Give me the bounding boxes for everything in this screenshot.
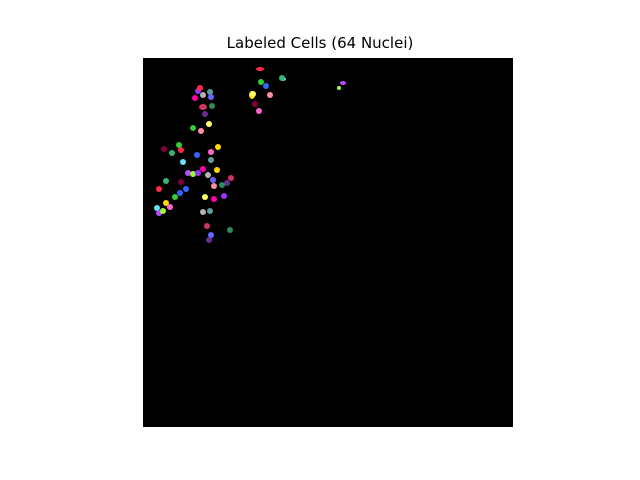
nucleus-blob: [204, 223, 210, 229]
nucleus-blob: [227, 227, 233, 233]
nucleus-blob: [263, 83, 269, 89]
figure-title: Labeled Cells (64 Nuclei): [226, 34, 414, 52]
nucleus-blob: [256, 67, 264, 71]
nucleus-blob: [195, 170, 201, 176]
nucleus-blob: [190, 171, 196, 177]
nucleus-blob: [215, 144, 221, 150]
nucleus-blob: [200, 209, 206, 215]
nucleus-blob: [197, 85, 203, 91]
nucleus-blob: [192, 95, 198, 101]
nucleus-blob: [337, 86, 341, 90]
nucleus-blob: [208, 232, 214, 238]
nucleus-blob: [156, 186, 162, 192]
nucleus-blob: [183, 186, 189, 192]
labeled-cells-image: [143, 58, 513, 427]
nucleus-blob: [209, 103, 215, 109]
nucleus-blob: [169, 150, 175, 156]
nucleus-blob: [160, 208, 166, 214]
nucleus-blob: [180, 159, 186, 165]
nucleus-blob: [267, 92, 273, 98]
nucleus-blob: [208, 94, 214, 100]
nucleus-blob: [340, 81, 346, 85]
nucleus-blob: [199, 104, 207, 110]
nucleus-blob: [167, 204, 173, 210]
nucleus-blob: [208, 157, 214, 163]
nucleus-blob: [208, 149, 214, 155]
nucleus-blob: [258, 79, 264, 85]
nucleus-blob: [219, 182, 225, 188]
nucleus-blob: [207, 208, 213, 214]
nucleus-blob: [163, 178, 169, 184]
nucleus-blob: [256, 108, 262, 114]
nuclei-overlay: [154, 67, 346, 243]
nucleus-blob: [185, 170, 191, 176]
nucleus-blob: [194, 152, 200, 158]
nucleus-blob: [190, 125, 196, 131]
nucleus-blob: [252, 101, 258, 107]
nucleus-blob: [279, 75, 285, 81]
nucleus-blob: [163, 200, 169, 206]
nucleus-blob: [206, 121, 212, 127]
nucleus-blob: [202, 111, 208, 117]
nucleus-blob: [205, 172, 211, 178]
nucleus-blob: [176, 142, 182, 148]
nucleus-blob: [228, 175, 234, 181]
nucleus-blob: [154, 205, 160, 211]
nucleus-blob: [250, 91, 256, 97]
nucleus-blob: [161, 146, 167, 152]
nucleus-blob: [178, 147, 184, 153]
nucleus-blob: [177, 190, 183, 196]
nucleus-blob: [202, 194, 208, 200]
nucleus-blob: [200, 92, 206, 98]
nucleus-blob: [178, 179, 184, 185]
nucleus-blob: [214, 167, 220, 173]
nucleus-blob: [224, 180, 230, 186]
nucleus-blob: [207, 89, 213, 95]
nucleus-blob: [198, 128, 204, 134]
nucleus-blob: [200, 166, 206, 172]
nucleus-blob: [211, 183, 217, 189]
nucleus-blob: [211, 196, 217, 202]
nucleus-blob: [172, 194, 178, 200]
nucleus-blob: [206, 237, 212, 243]
nucleus-blob: [221, 193, 227, 199]
nucleus-blob: [210, 177, 216, 183]
